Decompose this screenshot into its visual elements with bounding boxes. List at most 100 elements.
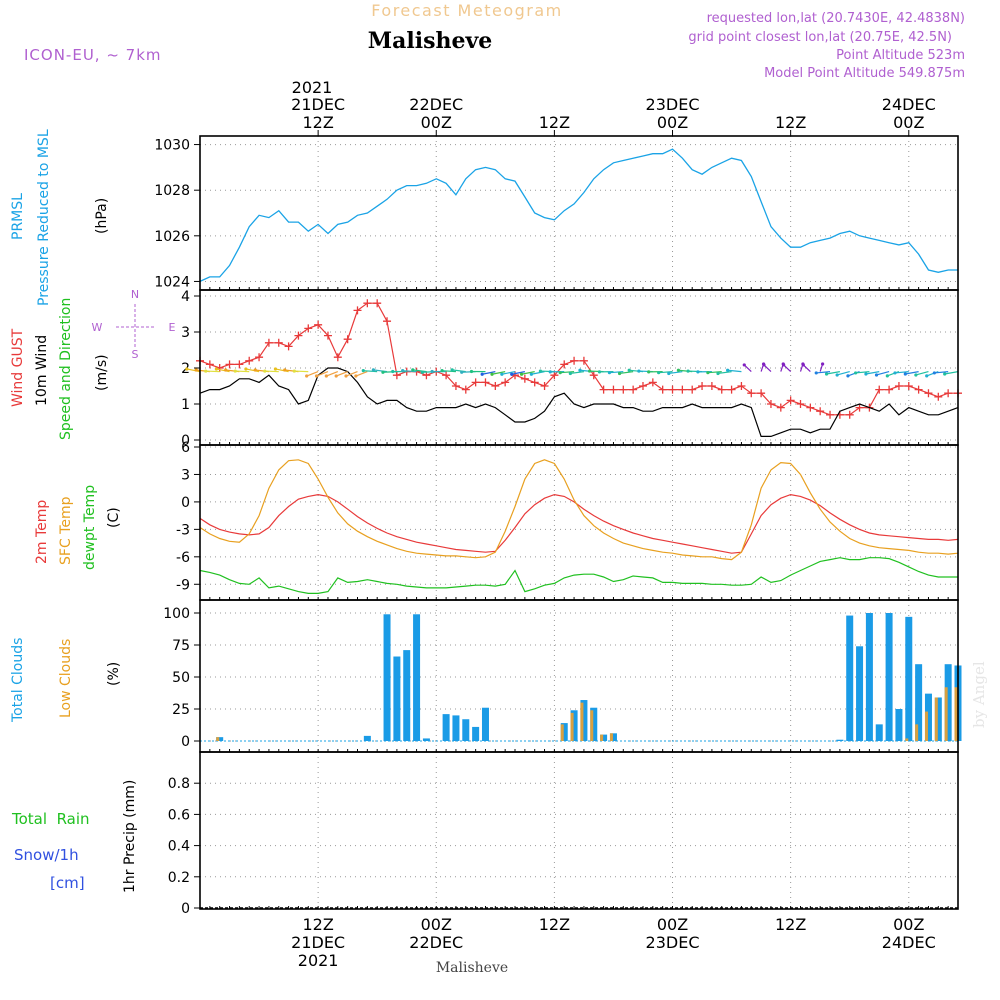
- wind-arrow: [609, 371, 624, 374]
- precip-unit-label: 1hr Precip (mm): [122, 780, 138, 893]
- wind-arrow-head: [391, 369, 395, 374]
- wind-arrow-head: [824, 372, 829, 376]
- y-tick-label: 1030: [154, 138, 190, 154]
- bottom-tick-label: 2021: [298, 951, 339, 970]
- total-clouds-bar: [403, 650, 411, 741]
- prmsl-label: PRMSL: [10, 193, 26, 240]
- wind-arrow-head: [667, 371, 671, 376]
- gust-marker: [530, 378, 539, 387]
- watermark: by Angel: [970, 661, 988, 728]
- top-tick-label: 00Z: [421, 113, 452, 132]
- top-tick-label: 21DEC: [291, 95, 345, 114]
- wind-arrow: [836, 371, 850, 376]
- wind-arrow: [412, 369, 427, 373]
- wind-arrow-head: [617, 371, 622, 376]
- wind-arrow-head: [588, 369, 592, 373]
- total-clouds-bar: [609, 733, 617, 741]
- wind-arrow-head: [430, 369, 434, 374]
- wind-arrow-head: [627, 368, 631, 372]
- wind-arrow: [727, 369, 742, 373]
- gust-marker: [540, 382, 549, 390]
- wind-arrow: [306, 371, 319, 377]
- gust-marker: [245, 356, 254, 365]
- wind-arrow-head: [538, 369, 543, 373]
- low-clouds-bar: [954, 687, 958, 741]
- gust-marker: [353, 306, 362, 315]
- gust-marker: [264, 338, 273, 347]
- wind-arrow: [783, 364, 792, 373]
- wind-arrow: [363, 370, 378, 373]
- wind-arrow: [186, 368, 201, 373]
- gust-marker: [698, 382, 707, 390]
- wind-arrow-head: [324, 374, 328, 378]
- wind-arrow-head: [253, 368, 257, 372]
- y-tick-label: 0.6: [168, 807, 190, 823]
- bottom-tick-label: 00Z: [893, 915, 924, 934]
- total-clouds-bar: [413, 614, 421, 741]
- wind-arrow-head: [244, 367, 248, 371]
- panels: 102410261028103001234-9-6-30360255075100…: [154, 135, 962, 917]
- sfc-temp-line: [199, 459, 959, 561]
- gust-marker: [757, 389, 766, 398]
- panel-5: 0 0.2 0.4 0.6 0.8: [168, 752, 959, 917]
- wind-arrow-head: [657, 371, 661, 375]
- requested-coords: requested lon,lat (20.7430E, 42.4838N): [707, 11, 965, 26]
- gust-marker: [481, 378, 490, 387]
- wind-arrow-head: [529, 372, 533, 376]
- gust-marker: [491, 382, 500, 390]
- gust-marker: [451, 382, 460, 390]
- wind-arrow: [915, 371, 929, 376]
- total-clouds-bar: [452, 715, 460, 741]
- y-tick-label: 0: [181, 734, 190, 750]
- pressure-series: [199, 148, 958, 282]
- wind-arrow-head: [762, 363, 766, 367]
- total-clouds-bar: [363, 735, 371, 741]
- total-clouds-bar: [865, 613, 873, 741]
- y-tick-label: 1028: [154, 183, 190, 199]
- dewpt-line: [199, 557, 958, 595]
- wind-arrow-head: [361, 369, 365, 373]
- gust-marker: [885, 385, 894, 394]
- wind-arrow-head: [814, 371, 818, 375]
- gust-marker: [205, 360, 214, 369]
- gust-marker: [776, 403, 785, 412]
- bottom-tick-label: 23DEC: [646, 933, 700, 952]
- total-clouds-bar: [383, 614, 391, 741]
- bottom-tick-label: 22DEC: [409, 933, 463, 952]
- wind-compass: N S W E: [92, 288, 176, 361]
- low-clouds-bar: [609, 733, 613, 741]
- gust-marker: [766, 400, 775, 408]
- wind-arrow: [355, 371, 368, 377]
- product-title: Forecast Meteogram: [371, 1, 562, 20]
- model-label: ICON-EU, ~ 7km: [24, 46, 162, 64]
- gust-marker: [796, 400, 805, 408]
- y-tick-label: 0: [181, 495, 190, 511]
- wind-arrow-head: [548, 370, 552, 374]
- gust-marker: [579, 356, 588, 365]
- low-clouds-bar: [915, 724, 919, 741]
- t2m-label: 2m Temp: [34, 500, 50, 564]
- wind-arrow-head: [450, 368, 454, 372]
- low-clouds-bar: [905, 738, 909, 741]
- wind-arrow-head: [696, 370, 700, 374]
- wind-arrow: [501, 371, 516, 375]
- wind-arrow: [442, 370, 456, 373]
- total-clouds-bar: [856, 646, 864, 741]
- wind-arrow: [521, 371, 535, 375]
- wind-arrow: [235, 370, 250, 373]
- wind-arrow: [876, 371, 890, 376]
- gust-marker: [747, 389, 756, 398]
- wind-arrow-head: [597, 370, 602, 374]
- wind-arrow-head: [676, 368, 681, 372]
- gust-marker: [570, 356, 579, 365]
- panel-bg: [200, 136, 958, 290]
- wind-arrow: [316, 371, 329, 377]
- wind-arrow-head: [314, 374, 319, 378]
- gust-marker: [363, 299, 372, 308]
- wind-arrow-head: [647, 370, 651, 374]
- wind-arrow-head: [233, 369, 237, 373]
- gust-marker: [274, 338, 283, 347]
- wind-arrow: [205, 370, 220, 373]
- gust-label: Wind GUST: [10, 328, 26, 407]
